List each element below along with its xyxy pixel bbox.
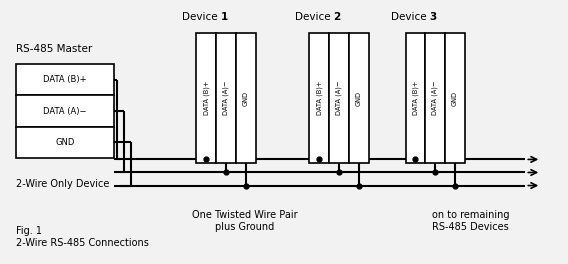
Bar (197, 33, 216, 163)
Bar (445, 33, 465, 163)
Bar (15, 95, 114, 127)
Text: Fig. 1
2-Wire RS-485 Connections: Fig. 1 2-Wire RS-485 Connections (15, 226, 148, 248)
Text: 2: 2 (333, 12, 341, 22)
Bar (15, 127, 114, 158)
Text: 1: 1 (220, 12, 228, 22)
Bar (236, 33, 256, 163)
Text: Device: Device (391, 12, 429, 22)
Text: DATA (A)−: DATA (A)− (43, 107, 87, 116)
Text: GND: GND (452, 91, 458, 106)
Text: 2-Wire Only Device: 2-Wire Only Device (15, 179, 109, 189)
Text: DATA (A)−: DATA (A)− (432, 81, 438, 115)
Bar (216, 33, 236, 163)
Text: Device: Device (182, 12, 220, 22)
Text: DATA (B)+: DATA (B)+ (43, 75, 87, 84)
Text: GND: GND (243, 91, 249, 106)
Text: on to remaining
RS-485 Devices: on to remaining RS-485 Devices (432, 210, 509, 232)
Text: DATA (B)+: DATA (B)+ (203, 81, 210, 115)
Text: Device: Device (295, 12, 333, 22)
Text: DATA (A)−: DATA (A)− (223, 81, 229, 115)
Text: GND: GND (55, 138, 74, 147)
Text: RS-485 Master: RS-485 Master (15, 44, 92, 54)
Text: 3: 3 (429, 12, 437, 22)
Bar (349, 33, 369, 163)
Bar (15, 64, 114, 95)
Text: GND: GND (356, 91, 362, 106)
Bar (310, 33, 329, 163)
Bar (406, 33, 425, 163)
Text: One Twisted Wire Pair
plus Ground: One Twisted Wire Pair plus Ground (191, 210, 297, 232)
Bar (425, 33, 445, 163)
Text: DATA (B)+: DATA (B)+ (316, 81, 323, 115)
Text: DATA (A)−: DATA (A)− (336, 81, 343, 115)
Text: DATA (B)+: DATA (B)+ (412, 81, 419, 115)
Bar (329, 33, 349, 163)
